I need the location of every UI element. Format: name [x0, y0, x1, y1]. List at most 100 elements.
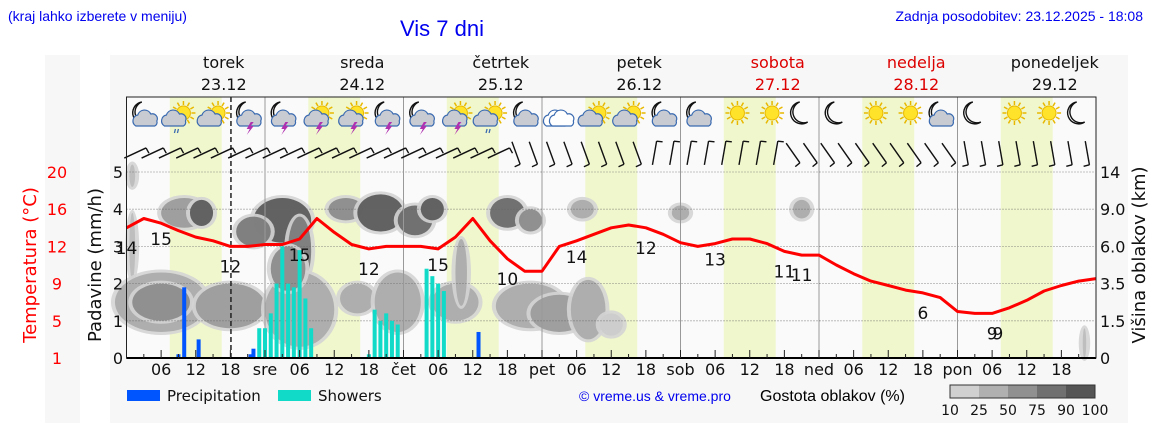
daylight-band: [1000, 97, 1053, 358]
temperature-label: 10: [497, 270, 519, 290]
temperature-label: 15: [427, 256, 449, 276]
grid-lines: [126, 97, 1096, 358]
wind-barb-icon: [854, 142, 870, 168]
temp-tick: 16: [47, 200, 67, 219]
temperature-label: 9: [987, 324, 998, 344]
temperature-label: 12: [358, 260, 380, 280]
x-tick-label: 18: [1051, 360, 1071, 379]
x-tick-label: sre: [253, 360, 277, 379]
sun-icon: [1002, 101, 1027, 125]
temperature-label: 15: [150, 230, 172, 250]
day-date: 24.12: [339, 75, 385, 94]
sun-cloud-drizzle-icon: [472, 101, 508, 134]
shower-bar: [378, 320, 383, 358]
plot-frame: [126, 96, 1097, 359]
wind-barb-icon: [785, 142, 801, 168]
wind-barb-icon: [331, 147, 358, 159]
x-tick-label: čet: [391, 360, 416, 379]
temp-tick: 20: [47, 163, 67, 182]
cloud-blob: [357, 194, 404, 232]
moon-icon: [789, 101, 809, 125]
x-tick-label: 18: [913, 360, 933, 379]
wind-barb-icon: [383, 147, 410, 159]
shower-bar: [395, 324, 400, 358]
cloud-blob: [599, 313, 623, 336]
shower-bar: [372, 309, 377, 358]
x-tick-label: 18: [636, 360, 656, 379]
precipitation-swatch: [127, 390, 160, 401]
x-tick-label: 18: [359, 360, 379, 379]
cloud-density-tick: 100: [1082, 403, 1109, 419]
wind-barb-icon: [906, 142, 922, 168]
precip-bar: [182, 287, 187, 358]
wind-barb-icon: [632, 141, 642, 168]
temp-tick: 1: [52, 349, 62, 368]
sun-icon: [760, 101, 785, 125]
day-name: ponedeljek: [1011, 53, 1100, 72]
shower-bar: [441, 291, 446, 358]
daylight-band: [862, 97, 915, 358]
x-tick-label: 06: [289, 360, 309, 379]
wind-barb-icon: [597, 141, 608, 168]
temp-tick: 9: [52, 275, 62, 294]
cloud-density-tick: 50: [999, 403, 1017, 419]
wind-barb-icon: [314, 147, 340, 159]
x-tick-label: 12: [186, 360, 206, 379]
x-tick-label: 12: [324, 360, 344, 379]
day-date: 29.12: [1032, 75, 1078, 94]
temperature-label: 13: [704, 251, 726, 271]
wind-barb-icon: [227, 147, 254, 159]
x-tick-label: ned: [804, 360, 834, 379]
copyright-link[interactable]: © vreme.us & vreme.pro: [579, 388, 731, 404]
cloud-blob: [340, 283, 375, 314]
sun-cloud-thunder-icon: [338, 101, 369, 135]
wind-barb-icon: [924, 142, 939, 168]
cloud-blob: [129, 212, 136, 280]
x-tick-label: 06: [428, 360, 448, 379]
legend: Precipitation Showers © vreme.us & vreme.p…: [127, 384, 1109, 419]
cloud-density-legend-label: Gostota oblakov (%): [760, 388, 905, 405]
moon-cloud-thunder-icon: [374, 101, 401, 135]
precip-tick: 2: [113, 275, 123, 294]
shower-bar: [436, 283, 441, 358]
cloud-density-swatch: [979, 385, 1008, 398]
moon-cloud-thunder-icon: [235, 101, 262, 135]
day-date: 23.12: [201, 75, 247, 94]
wind-barb-icon: [802, 142, 818, 168]
cloud-blob: [129, 164, 136, 187]
cloud-blob: [189, 199, 214, 226]
wind-barb-icon: [1066, 141, 1073, 167]
shower-bar: [430, 276, 435, 358]
temperature-curve: [125, 217, 1097, 315]
wind-barb-icon: [262, 147, 289, 159]
x-tick-label: 12: [601, 360, 621, 379]
precipitation-legend-label: Precipitation: [167, 387, 261, 405]
cloud-height-tick: 14: [1100, 163, 1120, 182]
sun-icon: [863, 101, 888, 125]
precip-axis-label: Padavine (mm/h): [85, 188, 106, 342]
sun-cloud-icon: [612, 101, 646, 127]
day-date: 26.12: [616, 75, 662, 94]
moon-cloud-icon: [512, 101, 539, 127]
moon-icon: [963, 101, 982, 125]
wind-barb-icon: [1083, 141, 1091, 167]
wind-barb-icon: [996, 141, 1004, 167]
page-title: Vis 7 dni: [400, 16, 484, 41]
x-tick-label: 12: [1017, 360, 1037, 379]
x-tick-label: 06: [705, 360, 725, 379]
wind-barb-icon: [528, 141, 539, 168]
region-hint-link[interactable]: (kraj lahko izberete v meniju): [8, 8, 187, 24]
wind-barb-icon: [721, 140, 732, 165]
temperature-label: 15: [289, 246, 311, 266]
cloud-density-tick: 25: [970, 403, 988, 419]
cloud-height-tick: 6.0: [1100, 237, 1125, 256]
wind-barb-icon: [279, 147, 306, 159]
temperature-line: [125, 217, 1097, 315]
x-tick-label: 06: [566, 360, 586, 379]
day-name: sreda: [340, 53, 384, 72]
wind-barb-icon: [755, 140, 767, 165]
wind-barb-icon: [1014, 141, 1021, 167]
axis-labels: 201612951543210149.06.03.51.50Temperatur…: [20, 163, 1150, 379]
wind-barb-icon: [175, 147, 202, 159]
